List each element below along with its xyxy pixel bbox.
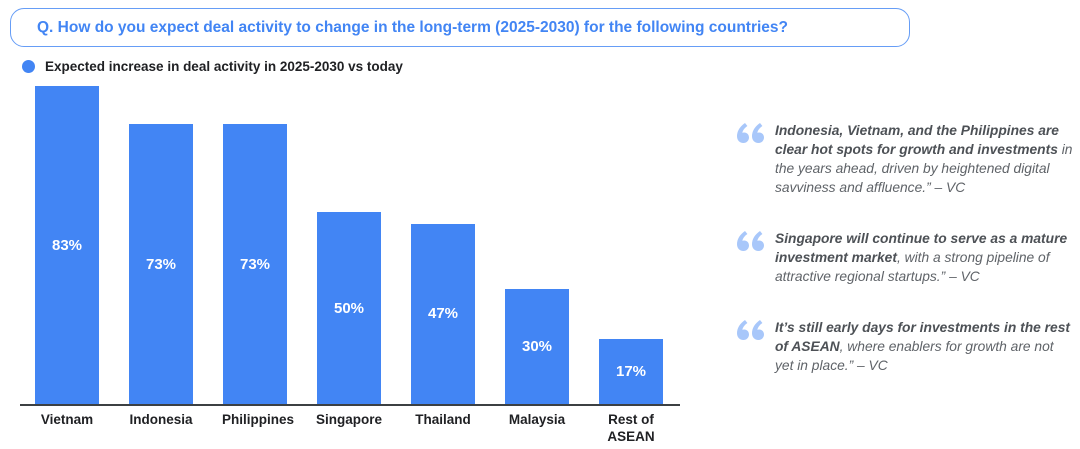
quote-text-rest: in the years ahead, driven by heightened… <box>775 142 1073 196</box>
bar: 30% <box>505 289 569 404</box>
double-quote-icon <box>737 123 764 143</box>
legend-dot-icon <box>22 60 35 73</box>
quote-text-bold: Indonesia, Vietnam, and the Philippines … <box>775 123 1059 158</box>
x-axis-label: Indonesia <box>129 412 193 427</box>
double-quote-icon <box>737 231 764 252</box>
x-axis-line <box>20 404 680 406</box>
quote-text-rest: , with a strong pipeline of attractive r… <box>775 250 1050 285</box>
bar-value-label: 73% <box>239 255 271 273</box>
question-text: Q. How do you expect deal activity to ch… <box>37 18 789 36</box>
bar: 73% <box>129 124 193 404</box>
legend-label: Expected increase in deal activity in 20… <box>45 59 403 74</box>
quote-text: Singapore will continue to serve as a ma… <box>775 229 1075 286</box>
double-quote-icon <box>737 320 764 341</box>
quote-item: It’s still early days for investments in… <box>737 318 1077 375</box>
x-axis-label: Malaysia <box>508 412 566 427</box>
bar-column: 17% Rest of ASEAN <box>584 86 678 446</box>
bar-value-label: 17% <box>615 362 647 380</box>
bar-area: 83% <box>20 86 114 404</box>
bar-column: 47% Thailand <box>396 86 490 446</box>
bar: 83% <box>35 86 99 404</box>
bar-area: 30% <box>490 86 584 404</box>
bar-value-label: 83% <box>51 236 83 254</box>
chart-legend: Expected increase in deal activity in 20… <box>22 59 403 74</box>
bar-area: 47% <box>396 86 490 404</box>
bar-area: 73% <box>114 86 208 404</box>
x-axis-label: Vietnam <box>40 412 94 427</box>
bar-value-label: 30% <box>521 338 553 356</box>
bar-column: 83% Vietnam <box>20 86 114 446</box>
x-axis-label: Thailand <box>415 412 471 427</box>
bar-area: 73% <box>208 86 302 404</box>
quote-item: Singapore will continue to serve as a ma… <box>737 229 1077 286</box>
bar-column: 73% Indonesia <box>114 86 208 446</box>
bar-area: 50% <box>302 86 396 404</box>
bar: 73% <box>223 124 287 404</box>
bar-chart: 83% Vietnam 73% Indonesia 73% Philippines 50% S… <box>20 86 710 446</box>
quotes-panel: Indonesia, Vietnam, and the Philippines … <box>737 121 1077 407</box>
quote-text-rest: , where enablers for growth are not yet … <box>775 339 1054 374</box>
bar: 47% <box>411 223 475 404</box>
bar-area: 17% <box>584 86 678 404</box>
bar: 50% <box>317 212 381 404</box>
bar-value-label: 73% <box>145 255 177 273</box>
quote-text: It’s still early days for investments in… <box>775 318 1075 375</box>
x-axis-label: Singapore <box>316 412 383 427</box>
quote-text-bold: Singapore will continue to serve as a ma… <box>775 231 1068 266</box>
x-axis-label: Philippines <box>222 412 295 427</box>
bar-value-label: 47% <box>427 305 459 323</box>
bar-column: 50% Singapore <box>302 86 396 446</box>
bar-column: 73% Philippines <box>208 86 302 446</box>
bar-chart-columns: 83% Vietnam 73% Indonesia 73% Philippines 50% S… <box>20 86 678 446</box>
quote-text-bold: It’s still early days for investments in… <box>775 320 1070 355</box>
question-header-box: Q. How do you expect deal activity to ch… <box>10 8 910 47</box>
bar-value-label: 50% <box>333 299 365 317</box>
bar-column: 30% Malaysia <box>490 86 584 446</box>
quote-text: Indonesia, Vietnam, and the Philippines … <box>775 121 1075 197</box>
quote-item: Indonesia, Vietnam, and the Philippines … <box>737 121 1077 197</box>
x-axis-label: Rest of ASEAN <box>607 412 655 444</box>
bar: 17% <box>599 338 663 404</box>
